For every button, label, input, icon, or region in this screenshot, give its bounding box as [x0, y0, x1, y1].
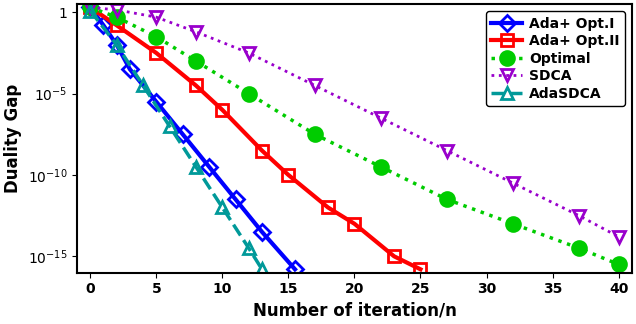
Ada+ Opt.I — [86, 6, 94, 9]
Legend: Ada+ Opt.I, Ada+ Opt.II, Optimal, SDCA, AdaSDCA: Ada+ Opt.I, Ada+ Opt.II, Optimal, SDCA, … — [486, 11, 625, 106]
Ada+ Opt.I — [153, 100, 160, 104]
SDCA — [245, 51, 252, 55]
Line: SDCA: SDCA — [84, 1, 625, 243]
Ada+ Opt.II — [192, 84, 200, 87]
Ada+ Opt.II — [391, 254, 398, 258]
Ada+ Opt.II — [86, 6, 94, 9]
Ada+ Opt.II — [350, 222, 358, 226]
SDCA — [153, 15, 160, 19]
Ada+ Opt.I — [179, 132, 186, 136]
AdaSDCA — [166, 124, 174, 128]
Ada+ Opt.II — [324, 205, 332, 209]
AdaSDCA — [219, 205, 226, 209]
Ada+ Opt.II — [153, 51, 160, 55]
AdaSDCA — [113, 43, 120, 47]
SDCA — [575, 214, 583, 218]
Line: Ada+ Opt.II: Ada+ Opt.II — [84, 1, 427, 275]
AdaSDCA — [245, 246, 252, 250]
SDCA — [509, 181, 517, 185]
Optimal — [192, 59, 200, 63]
Line: Ada+ Opt.I: Ada+ Opt.I — [85, 2, 301, 275]
Ada+ Opt.I — [258, 230, 266, 234]
Ada+ Opt.II — [417, 267, 424, 271]
Ada+ Opt.I — [232, 197, 239, 201]
Ada+ Opt.I — [126, 67, 134, 71]
Ada+ Opt.I — [113, 43, 120, 47]
SDCA — [377, 116, 385, 120]
Ada+ Opt.I — [291, 267, 299, 271]
SDCA — [113, 8, 120, 12]
AdaSDCA — [258, 267, 266, 271]
Optimal — [509, 222, 517, 226]
Ada+ Opt.II — [258, 149, 266, 153]
Ada+ Opt.I — [100, 23, 107, 27]
AdaSDCA — [86, 9, 94, 13]
Optimal — [575, 246, 583, 250]
Ada+ Opt.II — [284, 173, 292, 177]
Optimal — [153, 35, 160, 39]
Optimal — [377, 165, 385, 169]
Optimal — [86, 6, 94, 9]
SDCA — [192, 30, 200, 34]
AdaSDCA — [139, 84, 147, 87]
Ada+ Opt.I — [205, 165, 213, 169]
Optimal — [311, 132, 319, 136]
AdaSDCA — [192, 165, 200, 169]
Optimal — [245, 92, 252, 96]
SDCA — [443, 149, 451, 153]
X-axis label: Number of iteration/n: Number of iteration/n — [252, 302, 457, 320]
Optimal — [615, 262, 623, 266]
Y-axis label: Duality Gap: Duality Gap — [4, 84, 22, 193]
Ada+ Opt.II — [219, 108, 226, 112]
SDCA — [86, 6, 94, 9]
SDCA — [311, 84, 319, 87]
SDCA — [615, 235, 623, 239]
Ada+ Opt.II — [113, 23, 120, 27]
Line: AdaSDCA: AdaSDCA — [84, 5, 268, 275]
Optimal — [113, 15, 120, 19]
Line: Optimal: Optimal — [83, 0, 626, 272]
Optimal — [443, 197, 451, 201]
